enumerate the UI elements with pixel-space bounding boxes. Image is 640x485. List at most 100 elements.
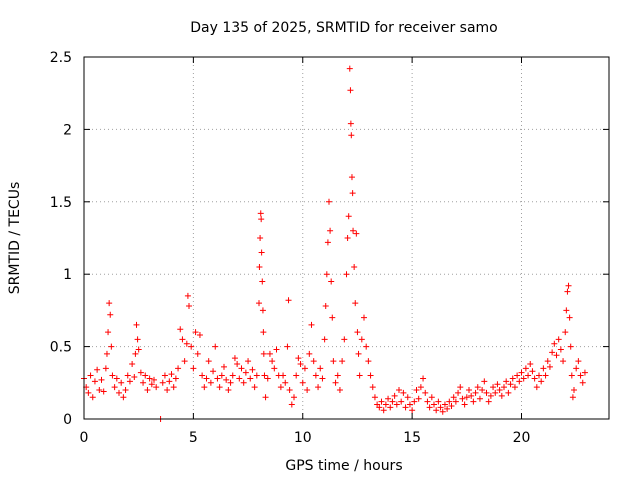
data-point <box>129 360 136 367</box>
data-point <box>293 372 300 379</box>
data-point <box>575 358 582 365</box>
data-point <box>579 379 586 386</box>
x-axis-label: GPS time / hours <box>285 458 402 474</box>
data-point <box>190 365 197 372</box>
data-point <box>347 87 354 94</box>
data-point <box>569 394 576 401</box>
data-point <box>330 358 337 365</box>
data-point <box>89 394 96 401</box>
data-point <box>186 303 192 310</box>
data-point <box>214 375 221 382</box>
data-point <box>538 378 545 385</box>
data-point <box>365 358 372 365</box>
data-point <box>216 384 223 391</box>
data-point <box>261 372 268 379</box>
data-point <box>299 379 306 386</box>
data-point <box>347 120 354 127</box>
data-point <box>295 355 302 362</box>
data-point <box>516 378 523 385</box>
data-point <box>137 369 144 376</box>
data-point <box>431 401 437 408</box>
data-point <box>164 387 171 394</box>
data-point <box>308 321 315 328</box>
data-point <box>354 329 361 336</box>
data-point <box>282 379 289 386</box>
data-point <box>288 401 295 408</box>
data-point <box>385 395 392 402</box>
data-point <box>319 375 326 382</box>
data-point <box>199 372 206 379</box>
data-point <box>317 365 324 372</box>
data-point <box>168 371 175 378</box>
data-point <box>435 398 442 405</box>
data-point <box>376 404 383 411</box>
data-point <box>85 389 92 396</box>
data-point <box>131 374 138 381</box>
data-point <box>329 314 336 321</box>
data-point <box>194 350 201 357</box>
data-point <box>166 378 173 385</box>
chart-title: Day 135 of 2025, SRMTID for receiver sam… <box>190 20 498 36</box>
data-point <box>549 349 556 356</box>
data-point <box>411 398 418 405</box>
data-point <box>297 360 304 367</box>
data-point <box>518 369 525 376</box>
data-point <box>400 389 407 396</box>
data-point <box>433 407 440 414</box>
data-point <box>448 402 455 409</box>
data-point <box>227 379 234 386</box>
data-point <box>341 336 348 343</box>
data-point <box>315 384 322 391</box>
data-point <box>271 365 278 372</box>
data-point <box>345 213 352 220</box>
data-point <box>426 404 433 411</box>
data-point <box>463 394 470 401</box>
data-point <box>343 271 350 278</box>
data-point <box>107 311 114 318</box>
y-tick-label: 0 <box>63 412 72 428</box>
data-point <box>218 372 225 379</box>
data-point <box>91 378 98 385</box>
data-point <box>352 300 359 307</box>
data-point <box>260 350 267 357</box>
data-point <box>247 375 254 382</box>
data-point <box>321 336 328 343</box>
data-point <box>111 384 118 391</box>
data-point <box>142 372 149 379</box>
data-point <box>212 343 219 350</box>
data-point <box>175 365 182 372</box>
data-point <box>116 389 122 396</box>
data-point <box>476 395 483 402</box>
data-point <box>468 392 475 399</box>
data-point <box>312 372 319 379</box>
data-point <box>564 288 571 295</box>
data-point <box>422 389 429 396</box>
data-point <box>382 401 389 408</box>
data-point <box>346 65 353 72</box>
data-point <box>507 381 514 388</box>
data-point <box>161 372 168 379</box>
data-point <box>144 387 151 394</box>
data-point <box>264 375 271 382</box>
data-point <box>522 365 529 372</box>
data-point <box>459 395 466 402</box>
data-point <box>568 372 575 379</box>
data-point <box>234 360 241 367</box>
data-point <box>221 363 227 370</box>
data-point <box>540 365 547 372</box>
data-point <box>509 375 516 382</box>
data-point <box>529 368 536 375</box>
data-point <box>353 230 360 237</box>
data-point <box>229 372 236 379</box>
data-point <box>135 346 142 353</box>
data-point <box>238 365 245 372</box>
data-point <box>378 398 385 405</box>
data-point <box>113 375 120 382</box>
data-point <box>546 363 553 370</box>
data-point <box>542 372 549 379</box>
x-tick-label: 10 <box>294 430 312 446</box>
data-point <box>573 365 580 372</box>
data-point <box>285 297 292 304</box>
data-point <box>391 392 398 399</box>
